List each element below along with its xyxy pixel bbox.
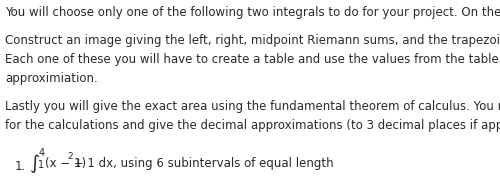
Text: 1.: 1. xyxy=(15,160,26,173)
Text: 1: 1 xyxy=(38,160,44,170)
Text: You will choose only one of the following two integrals to do for your project. : You will choose only one of the followin… xyxy=(5,6,500,19)
Text: 4: 4 xyxy=(39,148,45,158)
Text: + 1 dx, using 6 subintervals of equal length: + 1 dx, using 6 subintervals of equal le… xyxy=(70,157,334,170)
Text: ∫: ∫ xyxy=(30,154,40,173)
Text: (x − 1): (x − 1) xyxy=(45,157,86,170)
Text: 2: 2 xyxy=(68,152,73,161)
Text: Construct an image giving the left, right, midpoint Riemann sums, and the trapez: Construct an image giving the left, righ… xyxy=(5,34,500,47)
Text: approximiation.: approximiation. xyxy=(5,72,98,85)
Text: for the calculations and give the decimal approximations (to 3 decimal places if: for the calculations and give the decima… xyxy=(5,119,500,132)
Text: Lastly you will give the exact area using the fundamental theorem of calculus. Y: Lastly you will give the exact area usin… xyxy=(5,100,500,113)
Text: Each one of these you will have to create a table and use the values from the ta: Each one of these you will have to creat… xyxy=(5,53,500,66)
